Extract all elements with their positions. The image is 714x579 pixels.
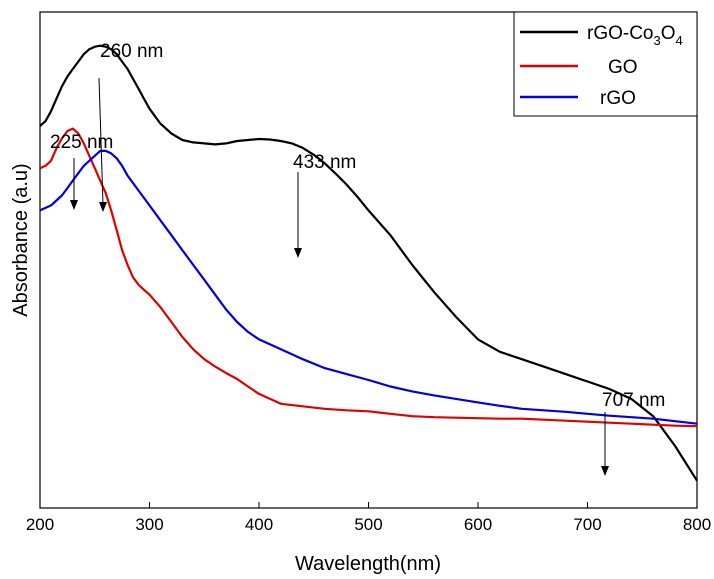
- peak-label: 225 nm: [50, 132, 113, 153]
- x-axis-title: Wavelength(nm): [295, 553, 441, 575]
- legend-label-rgo-co3o4: rGO-Co3O4: [587, 23, 683, 48]
- x-tick-label: 700: [573, 515, 601, 534]
- x-tick-label: 400: [245, 515, 273, 534]
- x-tick-label: 800: [683, 515, 711, 534]
- peak-annotations: 260 nm 225 nm 433 nm 707 nm: [50, 41, 665, 476]
- x-tick-label: 600: [464, 515, 492, 534]
- legend-box: [513, 11, 698, 117]
- x-tick-label: 500: [354, 515, 382, 534]
- series-line-rgo: [39, 149, 698, 425]
- legend: rGO-Co3O4 GO rGO: [513, 11, 698, 117]
- series-lines: [39, 44, 698, 482]
- peak-arrow-head: [601, 466, 609, 476]
- y-axis-title: Absorbance (a.u): [10, 163, 32, 316]
- series-line-rgo-co3o4: [39, 44, 698, 482]
- legend-label-go: GO: [608, 57, 638, 78]
- peak-label: 707 nm: [602, 390, 665, 411]
- x-axis-ticks: 200 300 400 500 600 700 800: [26, 502, 711, 534]
- peak-arrow-head: [70, 200, 78, 210]
- legend-label-rgo: rGO: [600, 88, 636, 109]
- x-tick-label: 200: [26, 515, 54, 534]
- peak-label: 260 nm: [100, 41, 163, 62]
- peak-label: 433 nm: [293, 152, 356, 173]
- x-tick-label: 300: [135, 515, 163, 534]
- peak-arrow-head: [99, 202, 107, 212]
- peak-arrow-line: [98, 77, 104, 205]
- series-line-go: [39, 127, 698, 428]
- peak-arrow-head: [294, 248, 302, 258]
